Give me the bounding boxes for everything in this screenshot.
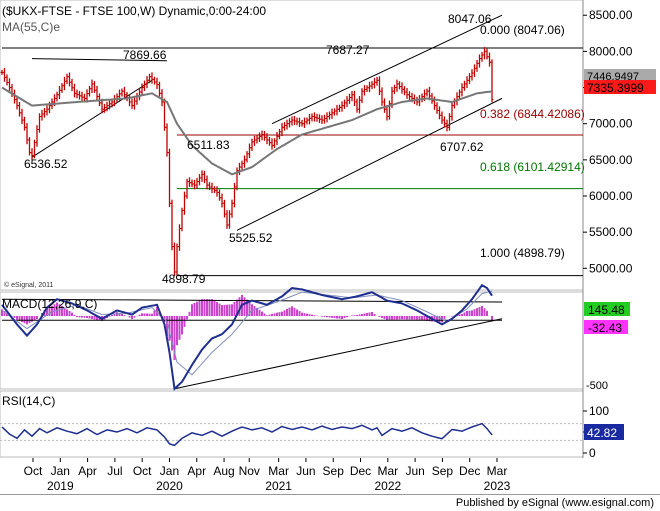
ma-line: [1, 86, 493, 176]
price-axis-tick-label: 5500.00: [589, 225, 633, 239]
x-axis-month-label: Apr: [78, 464, 97, 478]
macd-layer: [1, 283, 503, 391]
ma-legend-label: MA(55,C)e: [2, 20, 60, 34]
swing-label-8047: 8047.06: [448, 12, 492, 26]
ma-value-box: [584, 69, 656, 82]
fib-label-382: 0.382 (6844.42086): [480, 107, 585, 121]
x-axis-month-label: Jan: [51, 464, 70, 478]
rsi-title: RSI(14,C): [2, 394, 55, 408]
x-axis-month-label: Dec: [350, 464, 371, 478]
rsi-axis-tick-label: 100: [589, 404, 609, 418]
price-axis-tick-label: 8000.00: [589, 44, 633, 58]
macd-title: MACD(12,26,9,C): [2, 297, 97, 311]
x-axis-year-label: 2020: [156, 479, 183, 493]
axis-layer: 5000.005500.006000.006500.007000.007500.…: [24, 8, 633, 493]
x-axis-month-label: Mar: [487, 464, 508, 478]
rsi-layer: [0, 422, 583, 447]
chart-svg: 5000.005500.006000.006500.007000.007500.…: [0, 0, 656, 493]
x-axis-month-label: Nov: [239, 464, 260, 478]
footer-bar: Published by eSignal (www.esignal.com): [0, 494, 660, 511]
rsi-value-box: [584, 424, 624, 440]
fib-label-0: 0.000 (8047.06): [480, 23, 565, 37]
swing-label-6707: 6707.62: [440, 140, 484, 154]
x-axis-month-label: Aug: [213, 464, 234, 478]
price-trendline: [236, 97, 503, 231]
x-axis-year-label: 2023: [484, 479, 511, 493]
swing-label-4898: 4898.79: [162, 272, 206, 286]
rsi-pane: [0, 390, 584, 458]
x-axis-month-label: Mar: [268, 464, 289, 478]
macd-line: [1, 283, 493, 391]
macd-value-label: 145.48: [588, 303, 625, 317]
rsi-line: [1, 422, 493, 447]
x-axis-month-label: Dec: [459, 464, 480, 478]
price-axis-tick-label: 6000.00: [589, 189, 633, 203]
watermark: © eSignal, 2011: [4, 281, 54, 289]
x-axis-month-label: Jan: [160, 464, 179, 478]
x-axis-year-label: 2022: [374, 479, 401, 493]
price-axis-tick-label: 7000.00: [589, 117, 633, 131]
fib-label-1000: 1.000 (4898.79): [480, 246, 565, 260]
hist-value-box: [584, 320, 628, 334]
rsi-axis-tick-label: 0: [589, 446, 596, 460]
price-value-label: 7335.3999: [587, 81, 644, 95]
macd-trendline: [174, 318, 503, 390]
chart-title: ($UKX-FTSE - FTSE 100,W) Dynamic,0:00-24…: [2, 4, 266, 18]
price-axis-tick-label: 6500.00: [589, 153, 633, 167]
price-trendline: [31, 79, 153, 158]
macd-value-box: [584, 302, 630, 316]
x-axis-month-label: Oct: [133, 464, 152, 478]
macd-axis-label: -500: [586, 380, 608, 392]
x-axis-year-label: 2021: [265, 479, 292, 493]
signal-line: [1, 290, 493, 376]
price-axis-tick-label: 5000.00: [589, 261, 633, 275]
price-trendline: [31, 58, 168, 62]
fib-label-618: 0.618 (6101.42914): [480, 160, 585, 174]
price-axis-tick-label: 8500.00: [589, 8, 633, 22]
swing-label-7687: 7687.27: [326, 43, 370, 57]
swing-label-6536: 6536.52: [24, 157, 68, 171]
rsi-value-label: 42.82: [587, 426, 617, 440]
x-axis-month-label: Oct: [24, 464, 43, 478]
price-trendline: [271, 14, 503, 125]
hist-value-label: -32.43: [588, 321, 622, 335]
footer-credit: Published by eSignal (www.esignal.com): [455, 497, 654, 509]
x-axis-month-label: Sep: [323, 464, 345, 478]
price-layer: [0, 14, 583, 277]
price-value-box: [584, 80, 656, 94]
swing-label-6511: 6511.83: [187, 138, 230, 152]
swing-label-5525: 5525.52: [229, 231, 273, 245]
x-axis-month-label: Mar: [377, 464, 398, 478]
x-axis-month-label: Apr: [187, 464, 206, 478]
x-axis-year-label: 2019: [47, 479, 74, 493]
x-axis-month-label: Jun: [405, 464, 424, 478]
x-axis-month-label: Jul: [107, 464, 122, 478]
x-axis-month-label: Jun: [296, 464, 315, 478]
x-axis-month-label: Sep: [432, 464, 454, 478]
swing-label-7869: 7869.66: [123, 48, 167, 62]
